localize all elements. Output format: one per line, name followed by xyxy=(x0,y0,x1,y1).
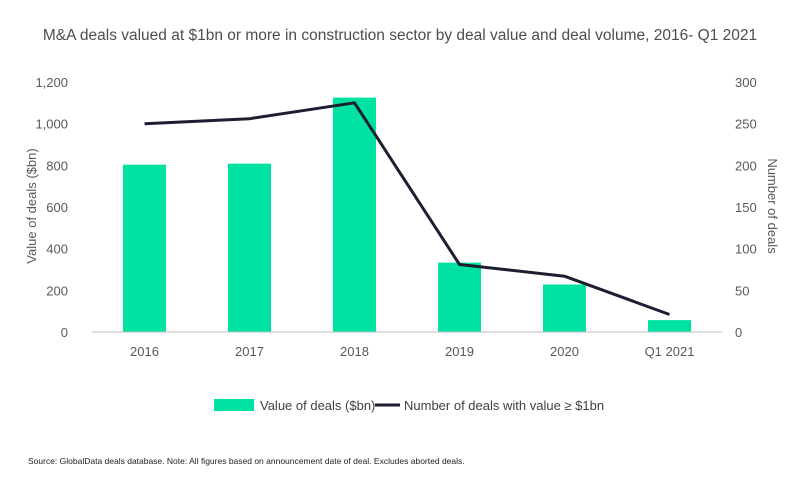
y-tick-label-right: 100 xyxy=(735,242,757,257)
bar xyxy=(543,284,586,332)
x-tick-label: 2018 xyxy=(340,344,369,359)
y-tick-label-left: 400 xyxy=(46,242,68,257)
y-tick-label-right: 250 xyxy=(735,117,757,132)
chart-title: M&A deals valued at $1bn or more in cons… xyxy=(43,27,757,44)
bar xyxy=(333,97,376,332)
line-series xyxy=(144,101,671,316)
x-tick-label: 2017 xyxy=(235,344,264,359)
bar xyxy=(648,320,691,332)
bar xyxy=(123,164,166,332)
x-tick-label: 2020 xyxy=(550,344,579,359)
y-tick-label-left: 1,000 xyxy=(35,117,68,132)
y-tick-label-right: 200 xyxy=(735,158,757,173)
y-tick-label-right: 0 xyxy=(735,325,742,340)
y-axis-label-left: Value of deals ($bn) xyxy=(24,148,39,263)
y-tick-label-right: 150 xyxy=(735,200,757,215)
bar xyxy=(438,262,481,332)
y-tick-label-left: 200 xyxy=(46,283,68,298)
legend-label-bar: Value of deals ($bn) xyxy=(260,398,375,413)
y-tick-label-left: 0 xyxy=(61,325,68,340)
y-tick-label-left: 800 xyxy=(46,158,68,173)
y-axis-label-right: Number of deals xyxy=(765,158,780,254)
y-tick-label-right: 50 xyxy=(735,283,749,298)
source-note: Source: GlobalData deals database. Note:… xyxy=(28,456,465,466)
y-tick-label-left: 1,200 xyxy=(35,75,68,90)
plot-area: 2016 2017 2018 2019 2020 Q1 2021 0 200 400 600 800… xyxy=(35,75,756,359)
x-tick-label: Q1 2021 xyxy=(645,344,695,359)
legend-swatch-bar xyxy=(214,399,254,411)
bar xyxy=(228,163,271,332)
legend: Value of deals ($bn) Number of deals wit… xyxy=(214,398,604,413)
y-tick-label-left: 600 xyxy=(46,200,68,215)
legend-label-line: Number of deals with value ≥ $1bn xyxy=(404,398,604,413)
x-tick-label: 2016 xyxy=(130,344,159,359)
x-tick-label: 2019 xyxy=(445,344,474,359)
y-tick-label-right: 300 xyxy=(735,75,757,90)
